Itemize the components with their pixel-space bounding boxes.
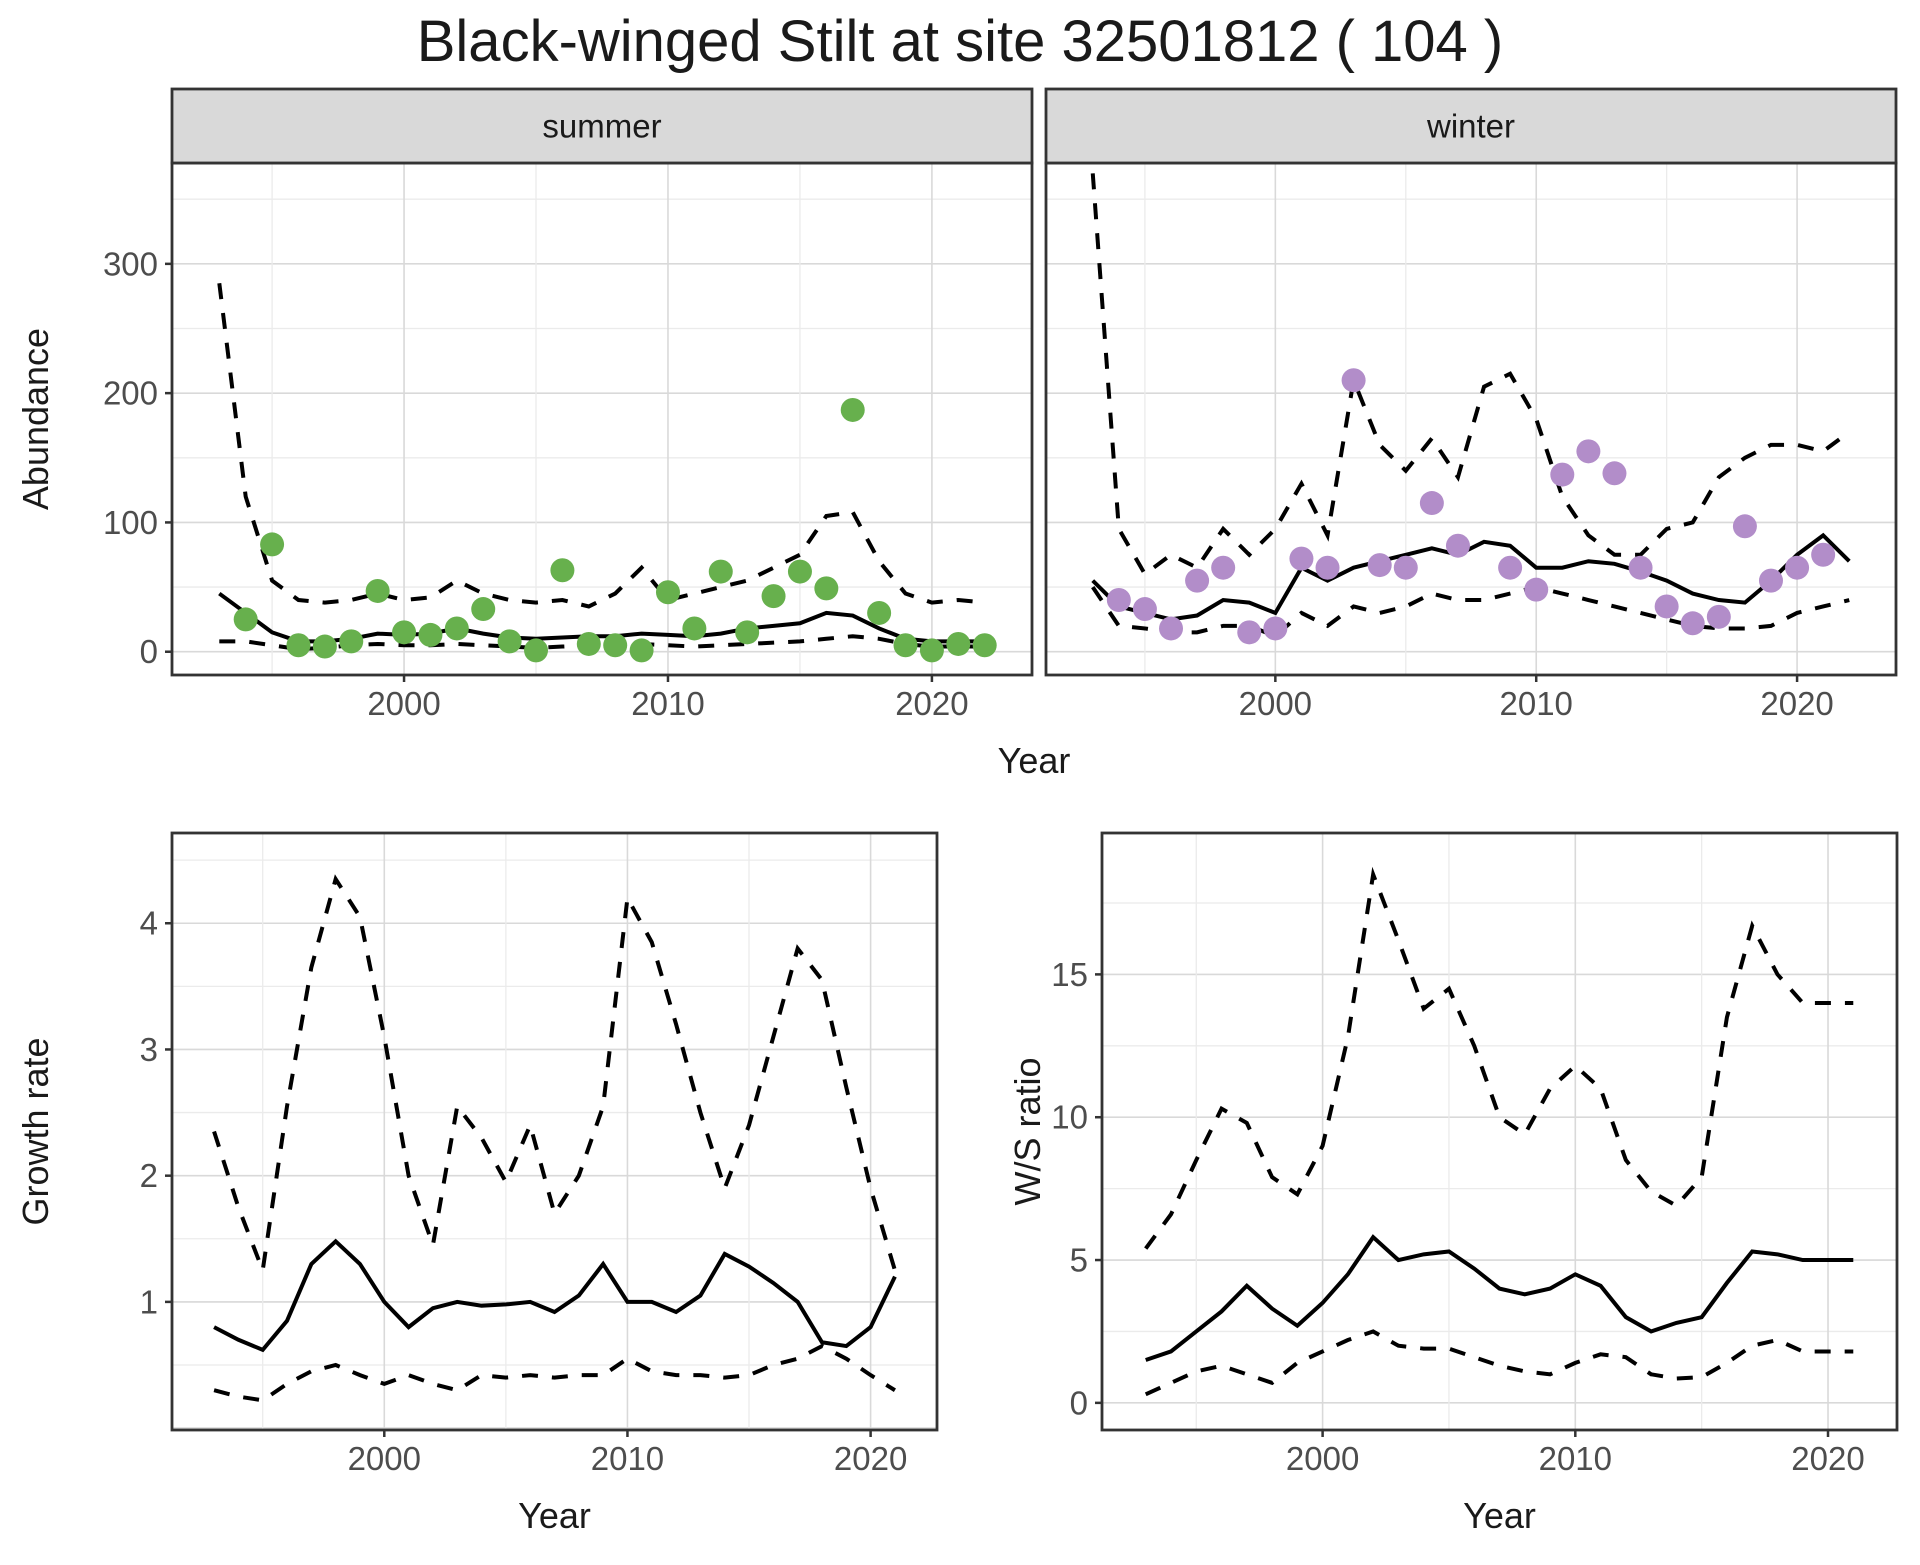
svg-text:Year: Year bbox=[518, 1495, 591, 1536]
svg-text:2010: 2010 bbox=[631, 685, 704, 722]
svg-text:2010: 2010 bbox=[591, 1440, 664, 1477]
svg-text:4: 4 bbox=[140, 905, 158, 942]
svg-text:1: 1 bbox=[140, 1283, 158, 1320]
svg-text:2020: 2020 bbox=[895, 685, 968, 722]
svg-text:2020: 2020 bbox=[1760, 685, 1833, 722]
svg-text:100: 100 bbox=[103, 504, 158, 541]
svg-text:200: 200 bbox=[103, 375, 158, 412]
svg-text:10: 10 bbox=[1051, 1099, 1088, 1136]
svg-text:2000: 2000 bbox=[348, 1440, 421, 1477]
svg-text:0: 0 bbox=[1070, 1384, 1088, 1421]
svg-text:Abundance: Abundance bbox=[15, 328, 56, 510]
svg-text:5: 5 bbox=[1070, 1242, 1088, 1279]
svg-text:W/S ratio: W/S ratio bbox=[1007, 1057, 1048, 1205]
svg-text:2: 2 bbox=[140, 1157, 158, 1194]
svg-text:3: 3 bbox=[140, 1031, 158, 1068]
svg-text:Year: Year bbox=[998, 740, 1071, 781]
svg-text:2000: 2000 bbox=[1286, 1440, 1359, 1477]
svg-text:2020: 2020 bbox=[1791, 1440, 1864, 1477]
svg-text:winter: winter bbox=[1426, 108, 1515, 145]
svg-text:2020: 2020 bbox=[834, 1440, 907, 1477]
svg-text:2000: 2000 bbox=[1239, 685, 1312, 722]
svg-text:300: 300 bbox=[103, 245, 158, 282]
svg-text:Year: Year bbox=[1463, 1495, 1536, 1536]
svg-text:2000: 2000 bbox=[367, 685, 440, 722]
svg-text:2010: 2010 bbox=[1539, 1440, 1612, 1477]
svg-text:0: 0 bbox=[140, 633, 158, 670]
svg-text:15: 15 bbox=[1051, 956, 1088, 993]
svg-text:summer: summer bbox=[542, 108, 661, 145]
svg-text:2010: 2010 bbox=[1500, 685, 1573, 722]
svg-text:Growth rate: Growth rate bbox=[15, 1037, 56, 1225]
